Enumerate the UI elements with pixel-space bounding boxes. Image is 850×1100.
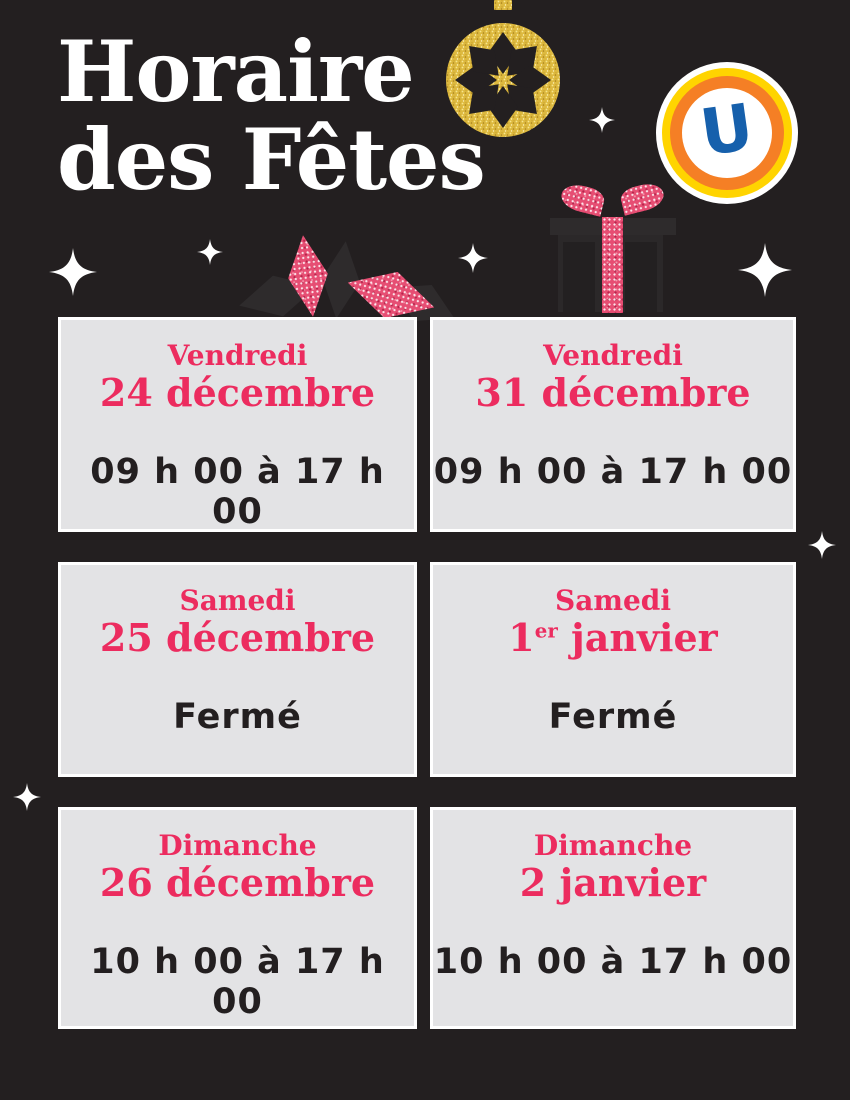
card-date-label: 31 décembre [475,372,750,414]
ornament-icon [446,0,560,137]
schedule-card-jan1: Samedi 1er janvier Fermé [430,562,796,777]
title-line-1: Horaire [57,22,415,121]
logo-yellow-ring: U [662,68,792,198]
ornament-snowflake-cutout [455,32,551,128]
logo-orange-ring: U [670,76,784,190]
sparkle-icon [589,107,615,133]
card-date-label: 24 décembre [100,372,375,414]
sparkle-icon [738,243,792,297]
card-hours-label: Fermé [173,696,302,737]
card-date-text: 26 décembre [99,860,376,906]
gift-panel-left [563,242,595,312]
gift-bow-right [618,180,667,216]
card-hours-label: 10 h 00 à 17 h 00 [90,941,385,1022]
sparkle-icon [13,783,41,811]
sparkle-icon [197,239,223,265]
gift-ribbon [602,217,623,313]
schedule-card-jan2: Dimanche 2 janvier 10 h 00 à 17 h 00 [430,807,796,1029]
card-date-label: 25 décembre [100,617,375,659]
card-date-ordinal-suffix: er [534,618,558,643]
card-date-label: 26 décembre [100,862,375,904]
gift-icon [548,180,678,313]
card-day-label: Dimanche [533,829,693,862]
card-day-label: Vendredi [167,339,308,372]
card-hours-label: 10 h 00 à 17 h 00 [433,941,793,982]
sparkle-icon [458,243,488,273]
card-day-label: Vendredi [543,339,683,372]
card-date-label: 1er janvier [508,617,717,659]
card-date-rest: janvier [557,615,718,661]
schedule-card-dec24: Vendredi 24 décembre 09 h 00 à 17 h 00 [58,317,417,532]
title-line-2: des Fêtes [57,110,486,210]
card-date-text: 31 décembre [475,370,751,416]
sparkle-icon [808,531,836,559]
card-date-text: 25 décembre [99,615,376,661]
card-date-text: 24 décembre [99,370,376,416]
brand-logo-letter: U [696,90,758,172]
schedule-card-dec31: Vendredi 31 décembre 09 h 00 à 17 h 00 [430,317,796,532]
logo-inner-circle: U [682,88,772,178]
schedule-card-dec26: Dimanche 26 décembre 10 h 00 à 17 h 00 [58,807,417,1029]
gift-bow-left [558,181,607,217]
card-date-text: 1 [508,615,535,661]
poinsettia-icon [238,235,453,319]
card-date-label: 2 janvier [520,862,706,904]
sparkle-icon [49,248,97,296]
schedule-grid: Vendredi 24 décembre 09 h 00 à 17 h 00 V… [58,317,796,1029]
card-hours-label: 09 h 00 à 17 h 00 [90,451,385,532]
gift-panel-right [625,242,657,312]
brand-logo: U [656,62,798,204]
page-title: Horaire des Fêtes [57,22,486,210]
card-hours-label: 09 h 00 à 17 h 00 [433,451,793,492]
card-hours-label: Fermé [548,696,678,737]
card-day-label: Samedi [554,584,672,617]
card-day-label: Samedi [179,584,296,617]
ornament-cap [494,0,512,10]
card-date-text: 2 janvier [519,860,707,906]
card-day-label: Dimanche [158,829,317,862]
schedule-card-dec25: Samedi 25 décembre Fermé [58,562,417,777]
